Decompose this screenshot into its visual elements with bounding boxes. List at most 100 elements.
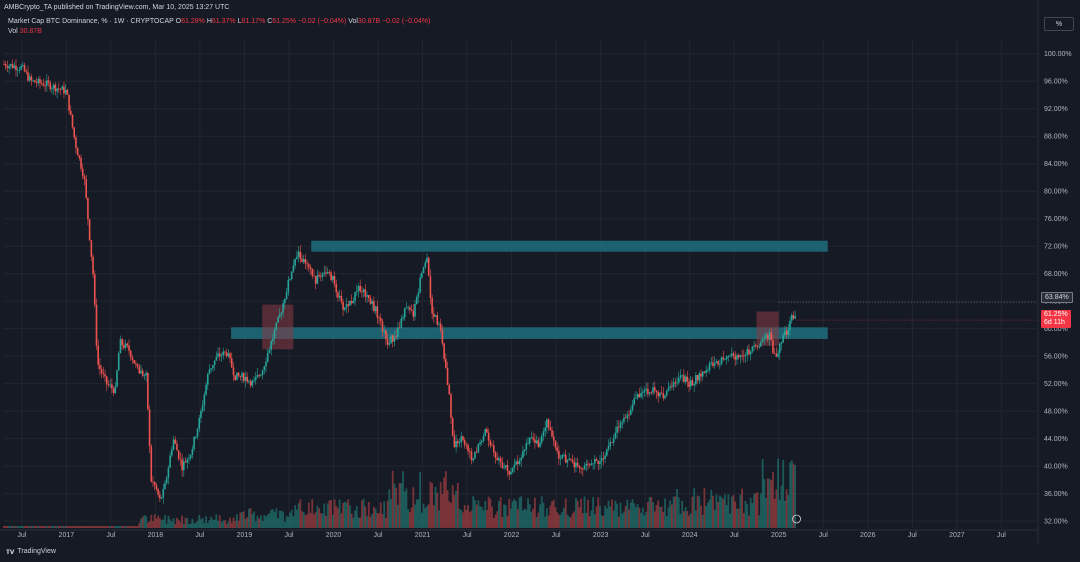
volume-bar (736, 508, 738, 528)
volume-bar (61, 526, 64, 528)
volume-bar (595, 506, 598, 528)
volume-bar (251, 514, 254, 528)
candle-body (494, 452, 497, 458)
y-tick-label: 36.00% (1044, 491, 1068, 498)
volume-bar (64, 526, 67, 528)
candle-body (700, 373, 702, 377)
volume-bar (763, 479, 766, 528)
candle-body (321, 273, 324, 277)
volume-bar (547, 515, 550, 528)
candle-body (576, 462, 579, 466)
volume-bar (768, 478, 771, 528)
candle-body (68, 94, 70, 111)
candle-body (367, 295, 370, 299)
candle-body (513, 464, 516, 468)
volume-bar (232, 517, 235, 528)
candle-body (378, 317, 380, 319)
volume-bar (256, 515, 259, 528)
volume-bar (143, 515, 146, 528)
candle-body (273, 330, 276, 339)
percent-scale-button[interactable]: % (1044, 17, 1074, 31)
candle-body (109, 384, 111, 386)
volume-bar (234, 521, 237, 528)
volume-bar (174, 523, 177, 528)
candle-body (510, 471, 512, 475)
volume-bar (105, 526, 108, 528)
volume-bar (345, 502, 348, 528)
volume-bar (176, 517, 178, 528)
volume-bar (335, 505, 338, 528)
candle-body (325, 272, 327, 274)
volume-bar (718, 495, 721, 528)
volume-bar (239, 512, 242, 528)
volume-bar (429, 481, 432, 528)
volume-bar (138, 522, 141, 528)
x-tick-label: Jul (641, 532, 650, 539)
volume-bar (319, 513, 322, 528)
volume-bar (116, 526, 118, 528)
candle-body (46, 80, 48, 86)
candle-body (439, 323, 442, 330)
volume-bar (439, 482, 442, 528)
volume-bar (551, 501, 553, 528)
volume-bar (311, 499, 314, 528)
volume-bar (450, 502, 452, 528)
candle-body (376, 306, 379, 318)
candle-body (443, 343, 445, 360)
volume-bar (669, 500, 672, 528)
candle-body (47, 80, 50, 83)
volume-bar (25, 526, 28, 528)
candle-body (749, 351, 752, 355)
volume-bar (501, 516, 504, 528)
candle-body (213, 360, 216, 366)
volume-bar (660, 506, 663, 528)
candle-body (352, 300, 355, 304)
candle-body (409, 307, 411, 310)
volume-bar (725, 505, 728, 528)
candle-body (357, 286, 360, 291)
volume-bar (623, 511, 625, 528)
candle-body (116, 370, 118, 387)
candle-body (355, 290, 358, 293)
volume-bar (506, 515, 509, 528)
candle-body (664, 395, 666, 399)
candle-body (4, 64, 7, 67)
volume-bar (760, 493, 762, 528)
candle-body (282, 303, 284, 313)
volume-bar (741, 488, 744, 528)
candle-body (539, 442, 541, 447)
candle-body (208, 369, 211, 374)
candle-body (320, 276, 322, 278)
candle-body (604, 455, 606, 459)
candle-body (374, 306, 377, 312)
volume-bar (581, 513, 584, 528)
candle-body (119, 339, 122, 354)
volume-bar (460, 509, 463, 528)
volume-bar (66, 526, 69, 528)
candle-body (309, 267, 312, 270)
volume-bar (15, 526, 17, 528)
candle-body (369, 298, 372, 304)
volume-bar (527, 498, 529, 528)
volume-bar (229, 517, 231, 528)
volume-bar (285, 515, 288, 528)
volume-bar (27, 526, 29, 528)
volume-bar (289, 512, 291, 528)
candle-body (171, 449, 173, 456)
candle-body (152, 481, 154, 483)
volume-bar (403, 491, 406, 528)
footer-brand[interactable]: ᴛᴠ TradingView (6, 547, 56, 556)
volume-bar (602, 515, 605, 528)
y-tick-label: 44.00% (1044, 436, 1068, 443)
volume-bar (39, 526, 41, 528)
candle-body (234, 375, 236, 380)
x-tick-label: Jul (284, 532, 293, 539)
candle-body (251, 380, 254, 386)
candle-body (371, 301, 373, 304)
candle-body (308, 264, 310, 268)
candle-body (537, 440, 540, 447)
candle-body (278, 314, 281, 318)
volume-bar (384, 517, 387, 528)
candle-body (59, 89, 62, 90)
